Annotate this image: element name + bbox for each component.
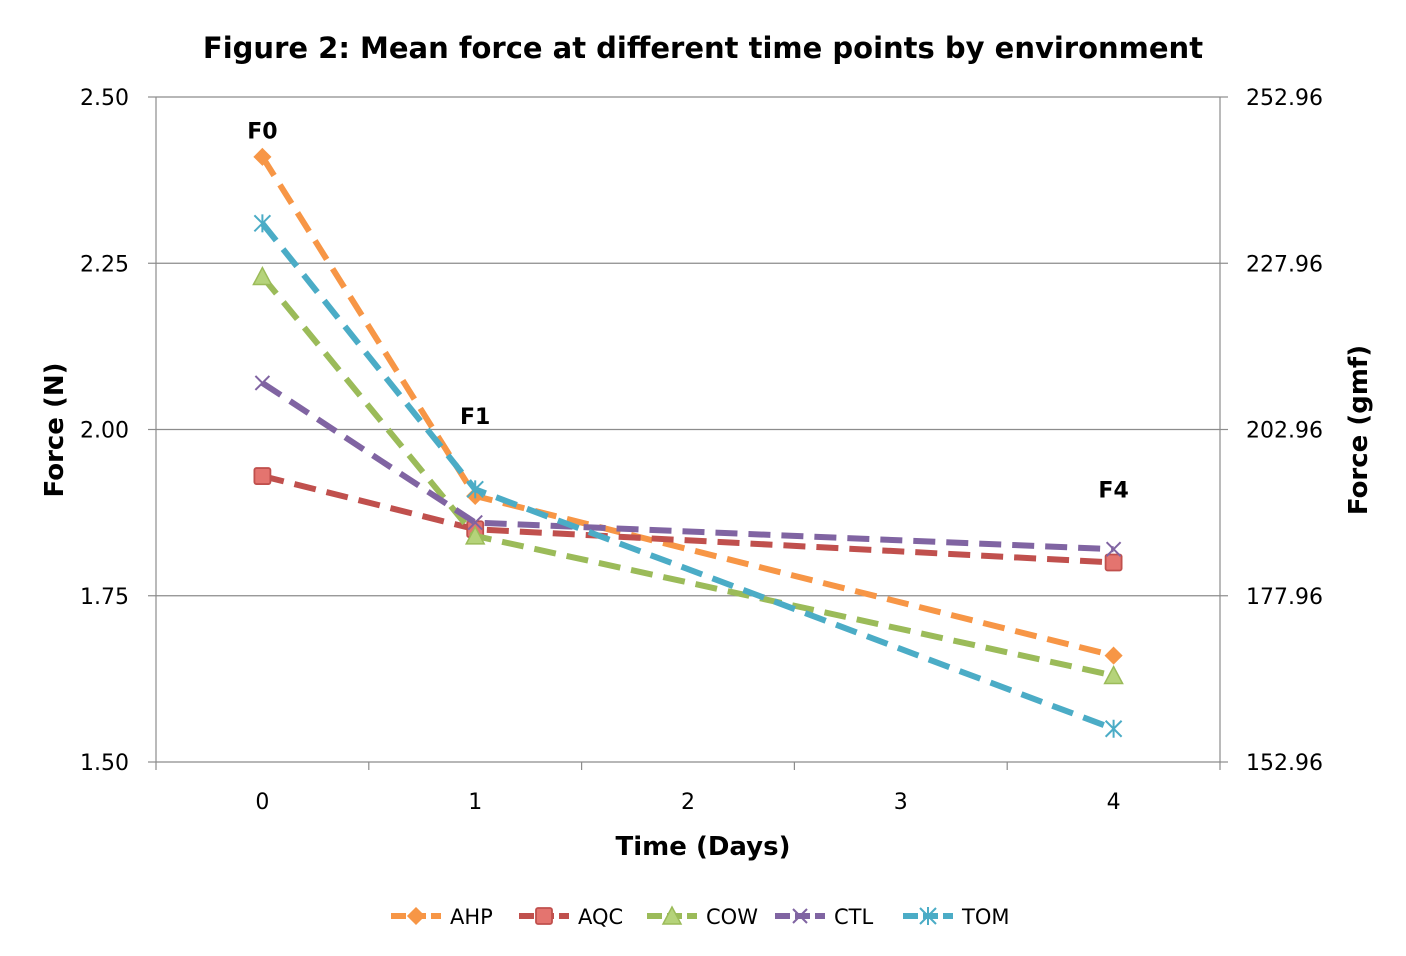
marker-stroke [792,908,808,924]
legend-item-tom: TOM [903,905,1009,929]
data-point-cow [252,265,273,286]
legend-label-ahp: AHP [450,905,493,929]
y-tick-label: 2.00 [80,419,129,444]
series-line-cow [260,274,1115,679]
series-line-ctl [260,380,1114,553]
y2-axis-label: Force (gmf) [1344,345,1374,515]
annotation-f4: F4 [1098,478,1128,503]
legend-item-ctl: CTL [775,905,873,929]
annotation-f1: F1 [460,405,490,430]
x-tick-label: 0 [255,790,269,815]
y-axis-label: Force (N) [40,362,70,497]
legend-label-cow: COW [706,905,758,929]
y-tick-label: 1.75 [80,585,129,610]
legend-marker-cow [661,905,683,925]
legend-marker-tom [919,907,937,925]
series-line-ahp [259,155,1115,659]
legend-item-ahp: AHP [391,905,493,929]
data-point-ahp [1104,646,1123,665]
legend-marker-aqc [535,907,553,925]
marker-stroke [254,375,271,391]
x-tick-label: 3 [894,790,908,815]
legend-marker-ctl [792,908,808,924]
legend-label-tom: TOM [961,905,1009,929]
legend-marker-ahp [406,906,426,926]
x-axis-label: Time (Days) [616,832,791,862]
y2-tick-label: 202.96 [1246,419,1323,444]
y-tick-label: 2.25 [80,252,129,277]
y2-tick-label: 152.96 [1246,751,1323,776]
data-point-aqc [1104,553,1123,572]
y2-axis-ticks: 152.96 177.96 202.96 227.96 252.96 [1246,86,1323,776]
data-point-tom [1104,719,1123,738]
data-point-aqc [253,467,272,485]
x-tick-label: 4 [1107,790,1121,815]
data-point-ctl [1105,541,1122,557]
legend-item-cow: COW [647,905,758,929]
data-point-cow [1103,664,1124,685]
data-point-ahp [253,147,272,166]
series-ctl [254,375,1122,557]
series-aqc [253,467,1123,572]
legend-label-ctl: CTL [834,905,873,929]
series-ahp [253,147,1123,665]
series-cow [252,265,1124,685]
series-line-tom [260,221,1115,732]
series-lines [252,147,1124,738]
x-tick-label: 1 [468,790,482,815]
annotation-f0: F0 [247,119,277,144]
legend-item-aqc: AQC [519,905,623,929]
legend: AHP AQC COW CTL TOM [391,905,1009,929]
marker-stroke [1105,541,1122,557]
x-tick-label: 2 [681,790,695,815]
data-point-cow [464,525,486,545]
data-point-tom [466,480,484,499]
y2-tick-label: 177.96 [1246,585,1323,610]
y2-tick-label: 252.96 [1246,86,1323,111]
marker-stroke [467,514,483,531]
data-point-ctl [254,375,271,391]
data-point-tom [253,214,272,233]
y-tick-label: 2.50 [80,86,129,111]
y-axis-ticks: 1.50 1.75 2.00 2.25 2.50 [80,86,129,776]
data-point-ctl [467,514,483,531]
legend-label-aqc: AQC [578,905,623,929]
series-line-aqc [261,473,1114,566]
chart-title: Figure 2: Mean force at different time p… [203,31,1203,65]
x-axis-ticks: 0 1 2 3 4 [255,790,1120,815]
y2-tick-label: 227.96 [1246,252,1323,277]
gridlines [156,96,1220,597]
annotations: F0 F1 F4 [247,119,1129,503]
series-tom [253,214,1123,738]
axes [148,96,1228,770]
y-tick-label: 1.50 [80,751,129,776]
